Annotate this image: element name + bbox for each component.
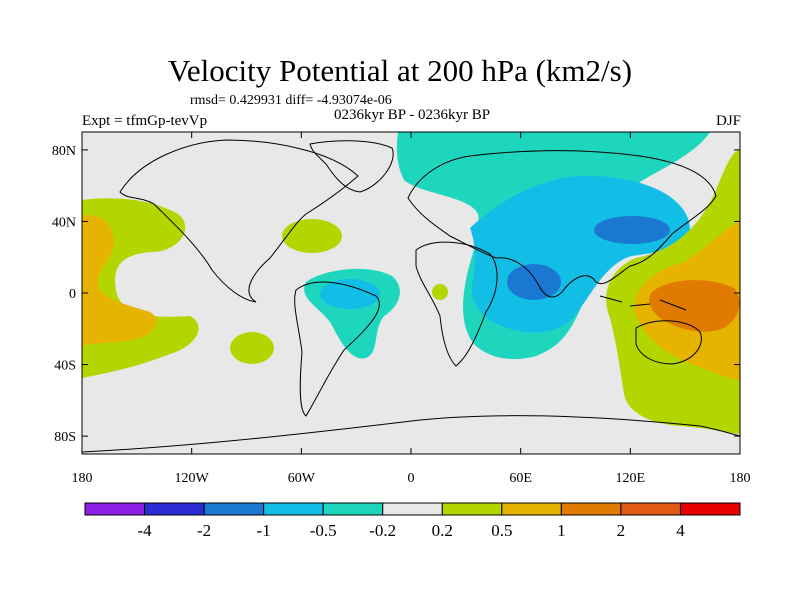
lon-tick-label: 180	[72, 471, 93, 486]
lon-tick-label: 120E	[616, 471, 646, 486]
coast-greenland	[309, 140, 394, 193]
contour-darkblue-china	[594, 216, 670, 244]
contour-green-sa	[230, 332, 274, 364]
contour-green-africa	[432, 284, 448, 300]
contour-darkblue-india	[507, 264, 561, 300]
contour-green-atlantic	[282, 219, 342, 253]
colorbar-swatch	[679, 502, 741, 516]
coast-eurasia	[407, 150, 717, 298]
colorbar-swatch	[144, 502, 205, 516]
lon-tick-label: 60W	[288, 471, 316, 486]
colorbar-label: 1	[557, 521, 566, 540]
coast-south-america	[294, 281, 380, 417]
colorbar-swatch	[620, 502, 681, 516]
colorbar-swatch	[203, 502, 265, 516]
coast-north-america	[119, 139, 359, 303]
colorbar-swatch	[560, 502, 622, 516]
colorbar-label: 0.2	[432, 521, 453, 540]
longitude-axis: 180 120W 60W 0 60E 120E 180	[72, 132, 751, 486]
colorbar-swatch	[441, 502, 503, 516]
colorbar-label: 4	[676, 521, 685, 540]
colorbar-label: -0.5	[310, 521, 337, 540]
colorbar-label: 0.5	[491, 521, 512, 540]
coast-australia	[635, 320, 702, 365]
contour-darkorange-core	[649, 280, 740, 332]
coast-antarctica	[82, 415, 740, 453]
colorbar-label: -0.2	[369, 521, 396, 540]
lon-tick-label: 0	[408, 471, 415, 486]
period-text: 0236kyr BP - 0236kyr BP	[333, 107, 491, 123]
colorbar-label: 2	[617, 521, 626, 540]
coast-indonesia	[599, 295, 687, 311]
colorbar-swatch	[84, 502, 146, 516]
lon-tick-label: 60E	[509, 471, 532, 486]
colorbar-label: -1	[257, 521, 271, 540]
colorbar-swatch	[322, 502, 384, 516]
colorbar-swatch	[263, 502, 324, 516]
lat-tick-label: 80N	[52, 144, 76, 159]
stats-text: rmsd= 0.429931 diff= -4.93074e-06	[190, 93, 392, 108]
contour-orange-pacific-west	[82, 215, 157, 346]
colorbar-swatch	[382, 502, 443, 516]
latitude-axis: 80N 40N 0 40S 80S	[52, 144, 740, 445]
lat-tick-label: 40N	[52, 215, 76, 230]
season-label: DJF	[715, 113, 741, 129]
colorbar-swatch	[501, 502, 562, 516]
contour-blue-amazon	[320, 279, 380, 309]
contour-field	[82, 132, 740, 454]
lon-tick-label: 120W	[175, 471, 210, 486]
colorbar-label: -4	[137, 521, 152, 540]
lat-tick-label: 40S	[54, 359, 76, 374]
coast-africa	[415, 241, 498, 367]
colorbar-label: -2	[197, 521, 211, 540]
experiment-label: Expt = tfmGp-tevVp	[82, 113, 208, 129]
lat-tick-label: 0	[69, 287, 76, 302]
plot-title: Velocity Potential at 200 hPa (km2/s)	[167, 53, 633, 88]
lat-tick-label: 80S	[54, 430, 76, 445]
coastlines	[82, 139, 740, 453]
colorbar: -4 -2 -1 -0.5 -0.2 0.2 0.5 1 2 4	[84, 502, 741, 540]
lon-tick-label: 180	[730, 471, 751, 486]
